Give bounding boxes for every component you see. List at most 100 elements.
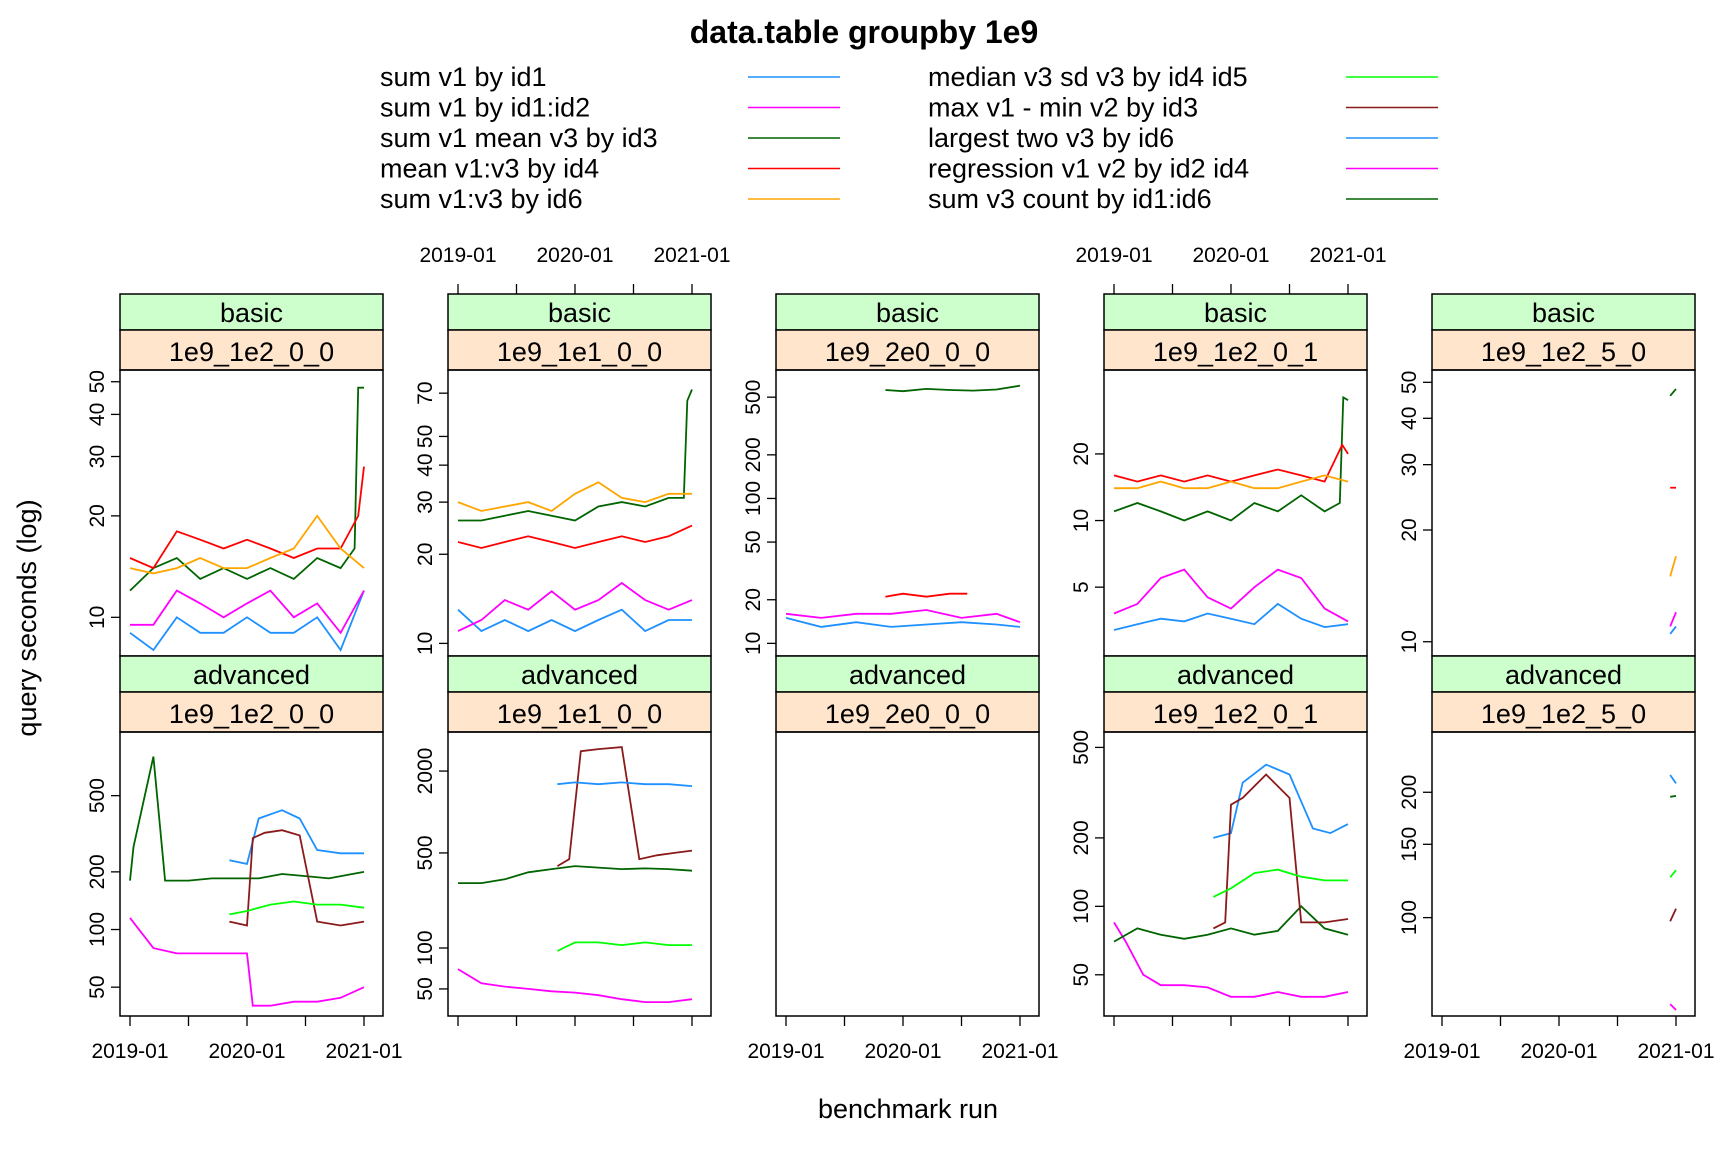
y-tick-label: 100 — [86, 912, 109, 947]
y-tick-label: 20 — [1070, 442, 1093, 465]
series-line — [457, 608, 692, 633]
strip-data — [447, 329, 712, 371]
series-line — [457, 481, 692, 513]
panel-advanced-1e9_1e2_0_1: advanced 1e9_1e2_0_1 50 100 200 500 — [1070, 655, 1368, 1017]
legend-label: sum v1 mean v3 by id3 — [380, 123, 658, 153]
y-tick-label: 100 — [1070, 889, 1093, 924]
strip-question-group-label: advanced — [193, 660, 310, 690]
strip-question-group — [1431, 293, 1696, 331]
strip-data-label: 1e9_1e2_5_0 — [1481, 699, 1646, 729]
y-tick-label: 500 — [1070, 730, 1093, 765]
y-tick-label: 50 — [1070, 963, 1093, 986]
strip-data — [1103, 329, 1368, 371]
plot-frame — [447, 731, 712, 1017]
series-line — [785, 609, 1021, 624]
y-tick-label: 2000 — [414, 748, 437, 795]
series-line — [457, 524, 693, 549]
series-line — [229, 809, 364, 865]
series-line — [129, 590, 365, 652]
y-tick-label: 100 — [742, 481, 765, 516]
series-line — [556, 746, 693, 867]
strip-question-group-label: basic — [548, 298, 611, 328]
series-line — [1113, 921, 1349, 998]
legend-label: regression v1 v2 by id2 id4 — [928, 154, 1249, 184]
series-line — [785, 617, 1021, 628]
x-tick-label: 2019-01 — [1403, 1040, 1480, 1063]
strip-question-group — [1103, 655, 1368, 693]
legend-label: sum v1 by id1 — [380, 62, 547, 92]
bottom-x-axis: 2019-01 2020-01 2021-01 2019-01 2020-01 2021-… — [91, 1016, 1715, 1063]
plot-frame — [119, 731, 384, 1017]
panel-basic-1e9_2e0_0_0: basic 1e9_2e0_0_0 10 20 50 100 200 500 — [742, 293, 1040, 657]
y-tick-label: 10 — [1398, 630, 1421, 653]
strip-question-group — [775, 293, 1040, 331]
y-tick-label: 20 — [414, 543, 437, 566]
legend-label: sum v3 count by id1:id6 — [928, 184, 1212, 214]
y-tick-label: 500 — [86, 778, 109, 813]
y-tick-label: 30 — [414, 490, 437, 513]
legend-label: sum v1 by id1:id2 — [380, 93, 590, 123]
strip-data — [1431, 329, 1696, 371]
y-tick-label: 50 — [86, 370, 109, 393]
series-line — [1669, 774, 1677, 784]
strip-question-group-label: basic — [220, 298, 283, 328]
series-line — [458, 865, 693, 884]
series-line — [885, 384, 1021, 393]
legend-label: max v1 - min v2 by id3 — [928, 93, 1198, 123]
x-tick-label: 2021-01 — [653, 244, 730, 267]
plot-frame — [447, 369, 712, 657]
strip-data — [119, 329, 384, 371]
y-tick-label: 500 — [414, 835, 437, 870]
legend-label: sum v1:v3 by id6 — [380, 184, 583, 214]
x-tick-label: 2020-01 — [1520, 1040, 1597, 1063]
y-tick-label: 20 — [1398, 518, 1421, 541]
series-line — [1113, 395, 1349, 522]
y-tick-label: 70 — [414, 381, 437, 404]
legend-label: median v3 sd v3 by id4 id5 — [928, 62, 1248, 92]
strip-data-label: 1e9_1e2_0_0 — [169, 337, 334, 367]
x-tick-label: 2021-01 — [1309, 244, 1386, 267]
panel-advanced-1e9_1e2_5_0: advanced 1e9_1e2_5_0 100 150 200 — [1398, 655, 1696, 1017]
legend-label: mean v1:v3 by id4 — [380, 154, 599, 184]
series-line — [130, 589, 365, 635]
panel-basic-1e9_1e1_0_0: basic 1e9_1e1_0_0 10 20 30 40 50 70 — [414, 293, 712, 657]
series-line — [458, 389, 693, 522]
strip-data — [1431, 691, 1696, 733]
panel-advanced-1e9_1e1_0_0: advanced 1e9_1e1_0_0 50 100 500 2000 — [414, 655, 712, 1017]
series-line — [1670, 795, 1677, 798]
strip-question-group — [119, 293, 384, 331]
strip-data-label: 1e9_1e2_5_0 — [1481, 337, 1646, 367]
strip-question-group-label: advanced — [849, 660, 966, 690]
strip-question-group — [447, 655, 712, 693]
series-line — [1669, 611, 1677, 627]
strip-data-label: 1e9_1e2_0_1 — [1153, 337, 1318, 367]
y-tick-label: 150 — [1398, 827, 1421, 862]
y-tick-label: 30 — [1398, 453, 1421, 476]
panel-basic-1e9_1e2_5_0: basic 1e9_1e2_5_0 10 20 30 40 50 — [1398, 293, 1696, 657]
series-line — [1113, 442, 1349, 483]
strip-question-group-label: advanced — [1505, 660, 1622, 690]
y-tick-label: 500 — [742, 380, 765, 415]
plot-frame — [775, 369, 1040, 657]
strip-data-label: 1e9_1e2_0_1 — [1153, 699, 1318, 729]
series-line — [457, 968, 693, 1003]
series-line — [1212, 773, 1349, 930]
y-tick-label: 50 — [1398, 371, 1421, 394]
y-tick-label: 50 — [742, 530, 765, 553]
plot-frame — [1431, 731, 1696, 1017]
y-tick-label: 100 — [1398, 900, 1421, 935]
y-tick-label: 20 — [86, 504, 109, 527]
panels: basic 1e9_1e2_0_0 10 20 30 40 50 basic 1e9_1e1_0… — [86, 293, 1696, 1017]
series-line — [1669, 388, 1677, 397]
y-tick-label: 50 — [414, 977, 437, 1000]
plot-frame — [1103, 731, 1368, 1017]
series-line — [129, 386, 364, 592]
y-tick-label: 200 — [1398, 775, 1421, 810]
legend-label: largest two v3 by id6 — [928, 123, 1174, 153]
y-tick-label: 10 — [414, 632, 437, 655]
panel-basic-1e9_1e2_0_0: basic 1e9_1e2_0_0 10 20 30 40 50 — [86, 293, 384, 657]
series-line — [1113, 905, 1349, 943]
y-tick-label: 5 — [1070, 581, 1093, 593]
strip-data-label: 1e9_2e0_0_0 — [825, 699, 990, 729]
